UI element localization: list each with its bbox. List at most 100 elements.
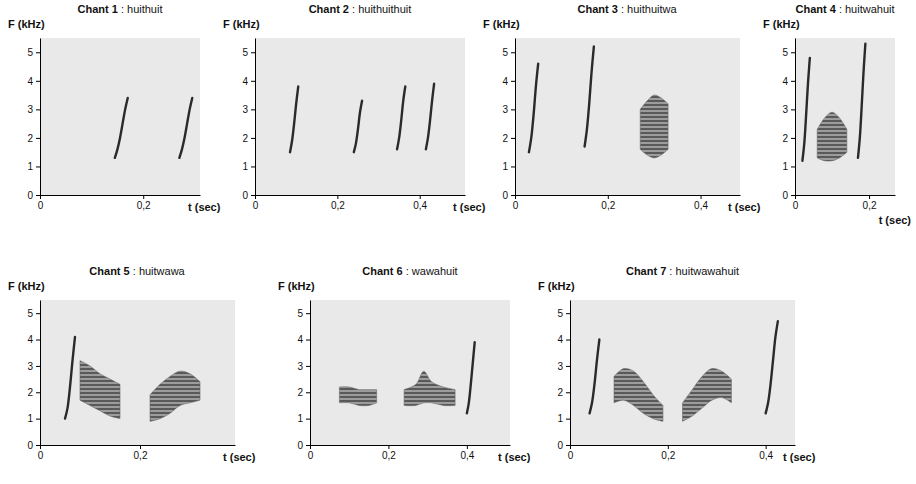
tick-mark: [467, 445, 468, 449]
tick: 4: [782, 76, 795, 87]
tick-label: 5: [502, 47, 508, 58]
tick-mark: [310, 445, 311, 449]
tick: 0: [38, 195, 44, 211]
marks: [802, 44, 865, 161]
tick-label: 0,2: [863, 200, 877, 211]
tick: 0: [793, 195, 799, 211]
panel: 01234500,2t (sec)F (kHz)Chant 1 : huithu…: [8, 3, 221, 213]
plot-background: [310, 300, 510, 445]
tick-mark: [570, 445, 571, 449]
tick-label: 2: [242, 133, 248, 144]
axis-line: [256, 195, 466, 196]
tick-label: 1: [242, 161, 248, 172]
tick: 3: [27, 361, 40, 372]
marks: [115, 98, 192, 158]
tick-label: 0: [27, 190, 33, 201]
tick: 3: [502, 104, 515, 115]
y-axis-title: F (kHz): [483, 18, 520, 30]
tick-label: 3: [297, 361, 303, 372]
tick-label: 3: [557, 361, 563, 372]
tick-mark: [766, 445, 767, 449]
tick: 5: [27, 308, 40, 319]
tick-mark: [795, 195, 796, 199]
tick-mark: [511, 109, 515, 110]
tick-label: 5: [27, 47, 33, 58]
tick: 5: [782, 47, 795, 58]
tick: 1: [782, 161, 795, 172]
x-axis-title: t (sec): [453, 201, 486, 213]
tick-mark: [701, 195, 702, 199]
tick: 5: [502, 47, 515, 58]
y-axis: 012345: [27, 39, 40, 201]
panel: 01234500,20,4t (sec)F (kHz)Chant 2 : hui…: [223, 3, 486, 213]
tick-label: 0,2: [331, 200, 345, 211]
tick-label: 4: [242, 76, 248, 87]
figure: 0 1 2 3 4 5 0 0,2 t (sec) F (kHz) Chant 1 : huithu…: [0, 0, 916, 484]
tick-label: 0: [793, 200, 799, 211]
axis-line: [40, 39, 41, 196]
tick: 0,2: [382, 445, 396, 461]
panel-title: Chant 2 : huithuithuit: [309, 3, 412, 15]
tick-label: 0: [557, 440, 563, 451]
tick: 4: [297, 334, 310, 345]
tick: 4: [242, 76, 255, 87]
tick-mark: [566, 340, 570, 341]
tick-mark: [36, 166, 40, 167]
panel-title: Chant 7 : huitwawahuit: [626, 265, 739, 277]
tick-mark: [251, 195, 255, 196]
tick: 0,2: [601, 195, 615, 211]
x-axis-title: t (sec): [728, 201, 761, 213]
y-axis: 012345: [557, 301, 570, 451]
tick: 0,4: [759, 445, 773, 461]
tick-label: 0: [38, 450, 44, 461]
tick-mark: [420, 195, 421, 199]
tick-label: 5: [297, 308, 303, 319]
tick-mark: [36, 195, 40, 196]
tick-mark: [36, 445, 40, 446]
tick-label: 1: [782, 161, 788, 172]
tick: 0: [38, 445, 44, 461]
axis-line: [40, 301, 41, 446]
panel: 01234500,20,4t (sec)F (kHz)Chant 7 : hui…: [538, 265, 816, 463]
tick-label: 0: [297, 440, 303, 451]
tick-label: 3: [502, 104, 508, 115]
x-axis: 00,20,4: [308, 445, 511, 461]
tick-label: 0: [27, 440, 33, 451]
plot-background: [795, 38, 895, 195]
tick-label: 0,4: [460, 450, 474, 461]
tick: 1: [557, 413, 570, 424]
tick-label: 2: [502, 133, 508, 144]
tick: 1: [502, 161, 515, 172]
panel-title: Chant 3 : huithuitwa: [578, 3, 678, 15]
panel: 01234500,20,4t (sec)F (kHz)Chant 6 : waw…: [278, 265, 531, 463]
tick-mark: [251, 109, 255, 110]
wa-syllable: [817, 112, 847, 161]
tick: 5: [242, 47, 255, 58]
tick-label: 0: [38, 200, 44, 211]
tick-label: 0,2: [134, 450, 148, 461]
huit-syllable: [290, 87, 298, 153]
y-axis: 0 1 2 3 4 5: [297, 301, 310, 451]
tick-mark: [36, 366, 40, 367]
panel-title: Chant 1 : huithuit: [78, 3, 163, 15]
tick: 0: [513, 195, 519, 211]
tick-label: 3: [27, 361, 33, 372]
tick: 5: [27, 47, 40, 58]
tick: 0,2: [137, 195, 151, 211]
tick-mark: [791, 138, 795, 139]
tick-mark: [511, 52, 515, 53]
axis-line: [41, 195, 201, 196]
y-axis-title: F (kHz): [538, 280, 575, 292]
tick-mark: [511, 138, 515, 139]
tick: 1: [297, 413, 310, 424]
tick-label: 2: [297, 387, 303, 398]
tick-label: 0: [513, 200, 519, 211]
panel-title: Chant 5 : huitwawa: [89, 265, 185, 277]
y-axis: 012345: [502, 39, 515, 201]
tick: 0: [253, 195, 259, 211]
tick: 2: [27, 387, 40, 398]
tick-label: 0,2: [661, 450, 675, 461]
tick: 1: [27, 161, 40, 172]
tick-label: 4: [27, 76, 33, 87]
tick-label: 2: [27, 133, 33, 144]
